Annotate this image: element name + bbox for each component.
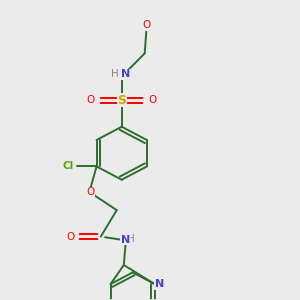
Text: H: H	[111, 69, 119, 80]
Text: O: O	[86, 95, 95, 105]
Text: N: N	[155, 279, 164, 289]
Text: N: N	[121, 69, 130, 80]
Text: H: H	[127, 233, 135, 244]
Text: S: S	[117, 94, 126, 107]
Text: Cl: Cl	[63, 161, 74, 172]
Text: O: O	[149, 95, 157, 105]
Text: O: O	[142, 20, 151, 30]
Text: O: O	[86, 187, 94, 197]
Text: N: N	[121, 235, 130, 245]
Text: O: O	[66, 232, 74, 242]
